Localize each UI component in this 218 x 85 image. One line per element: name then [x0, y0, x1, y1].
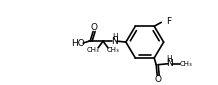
Text: O: O: [91, 23, 98, 32]
Text: N: N: [166, 59, 172, 68]
Text: H: H: [112, 33, 118, 42]
Text: F: F: [166, 17, 171, 26]
Text: N: N: [112, 37, 118, 46]
Text: CH₃: CH₃: [87, 47, 99, 53]
Text: O: O: [155, 75, 162, 84]
Text: CH₃: CH₃: [180, 61, 192, 67]
Text: HO: HO: [71, 39, 85, 48]
Text: CH₃: CH₃: [107, 47, 119, 53]
Text: H: H: [166, 55, 172, 64]
